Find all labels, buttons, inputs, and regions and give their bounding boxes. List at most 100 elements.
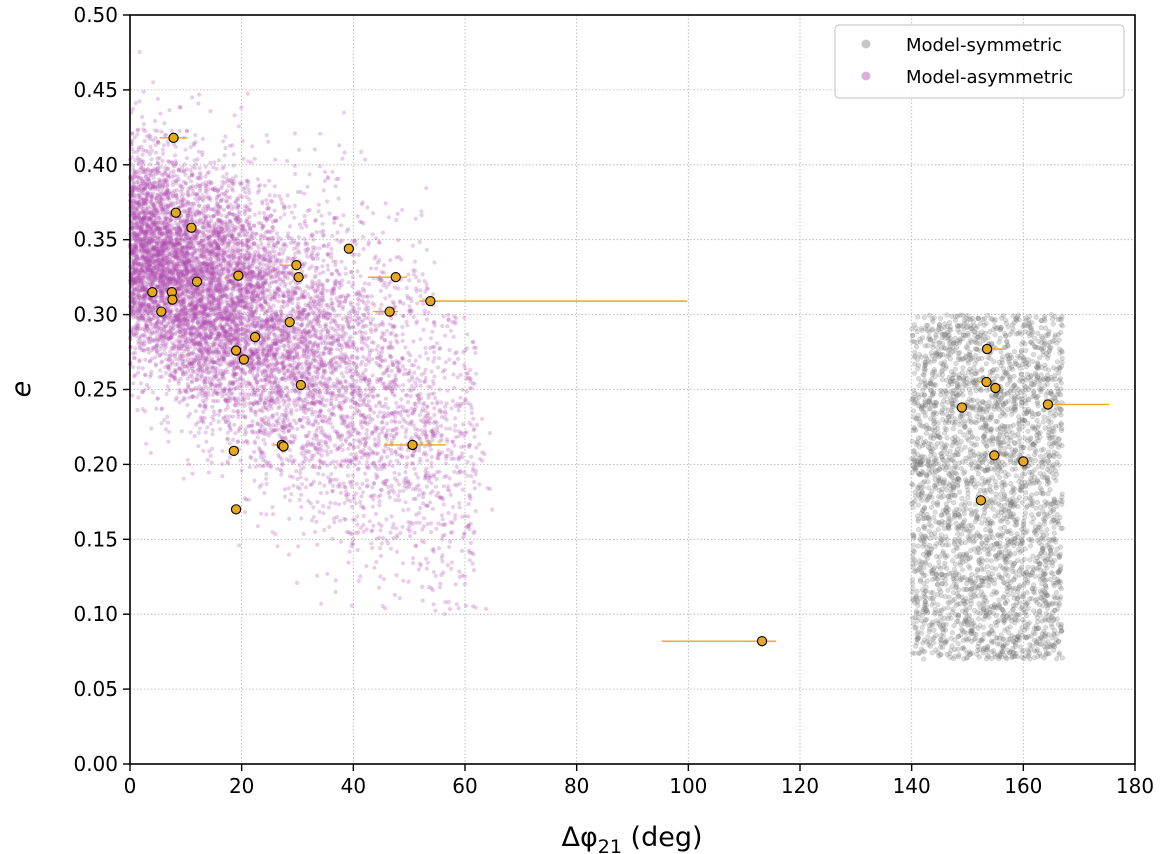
point-model-symmetric bbox=[946, 481, 952, 487]
point-model-symmetric bbox=[911, 549, 918, 555]
point-model-symmetric bbox=[1041, 376, 1047, 383]
point-model-asymmetric bbox=[374, 559, 379, 565]
point-model-symmetric bbox=[922, 343, 928, 349]
point-model-symmetric bbox=[1001, 507, 1007, 513]
point-model-symmetric bbox=[1027, 596, 1033, 602]
point-model-symmetric bbox=[924, 355, 930, 361]
point-model-symmetric bbox=[1020, 388, 1026, 394]
point-model-asymmetric bbox=[378, 574, 383, 579]
point-model-symmetric bbox=[1049, 392, 1055, 398]
point-model-symmetric bbox=[935, 499, 941, 505]
point-model-symmetric bbox=[1049, 559, 1056, 566]
point-model-symmetric bbox=[1018, 371, 1024, 377]
point-model-symmetric bbox=[953, 520, 959, 526]
point-model-symmetric bbox=[1047, 576, 1053, 582]
point-model-symmetric bbox=[976, 601, 982, 607]
point-model-symmetric bbox=[942, 425, 948, 431]
point-model-symmetric bbox=[1051, 524, 1057, 530]
point-model-symmetric bbox=[980, 558, 986, 564]
point-model-symmetric bbox=[1046, 612, 1052, 618]
point-model-symmetric bbox=[1034, 596, 1040, 602]
point-model-symmetric bbox=[1040, 516, 1046, 522]
point-model-symmetric bbox=[1002, 446, 1008, 452]
point-model-symmetric bbox=[1010, 326, 1016, 332]
point-model-symmetric bbox=[990, 506, 996, 512]
point-model-symmetric bbox=[1022, 634, 1028, 640]
point-model-symmetric bbox=[1031, 392, 1037, 399]
point-model-symmetric bbox=[1007, 636, 1013, 642]
point-model-asymmetric bbox=[355, 302, 360, 307]
point-model-symmetric bbox=[1023, 504, 1029, 510]
point-model-symmetric bbox=[939, 575, 945, 581]
point-model-symmetric bbox=[914, 439, 920, 445]
point-model-symmetric bbox=[1011, 460, 1017, 466]
point-model-symmetric bbox=[1058, 624, 1064, 630]
point-model-symmetric bbox=[909, 470, 915, 476]
point-model-symmetric bbox=[970, 434, 976, 440]
point-model-symmetric bbox=[943, 388, 949, 394]
point-model-symmetric bbox=[910, 482, 916, 488]
point-model-symmetric bbox=[987, 528, 993, 534]
point-model-symmetric bbox=[909, 589, 915, 595]
point-model-symmetric bbox=[922, 438, 929, 445]
point-model-symmetric bbox=[926, 406, 932, 412]
point-model-symmetric bbox=[988, 558, 994, 564]
point-model-symmetric bbox=[1005, 324, 1011, 330]
point-model-symmetric bbox=[1019, 625, 1025, 631]
point-model-symmetric bbox=[912, 353, 918, 359]
point-model-symmetric bbox=[1004, 407, 1011, 413]
point-model-symmetric bbox=[979, 475, 985, 481]
point-model-symmetric bbox=[1050, 537, 1056, 543]
point-model-symmetric bbox=[1004, 338, 1010, 344]
point-model-symmetric bbox=[993, 482, 999, 489]
point-model-symmetric bbox=[978, 545, 984, 551]
point-model-symmetric bbox=[938, 593, 944, 599]
point-model-asymmetric bbox=[349, 374, 354, 379]
point-model-symmetric bbox=[928, 453, 934, 459]
point-model-symmetric bbox=[917, 578, 923, 584]
point-model-symmetric bbox=[994, 418, 1000, 425]
point-model-symmetric bbox=[930, 622, 936, 628]
point-model-symmetric bbox=[952, 421, 958, 427]
point-model-symmetric bbox=[952, 512, 958, 518]
point-model-symmetric bbox=[1055, 577, 1061, 583]
point-model-symmetric bbox=[1004, 370, 1010, 376]
point-model-asymmetric bbox=[315, 573, 320, 578]
point-model-symmetric bbox=[955, 350, 961, 356]
point-model-symmetric bbox=[1059, 323, 1065, 329]
point-model-asymmetric bbox=[316, 202, 321, 207]
point-model-symmetric bbox=[926, 515, 932, 521]
point-model-symmetric bbox=[1017, 378, 1023, 384]
point-model-symmetric bbox=[928, 416, 934, 422]
point-model-symmetric bbox=[926, 399, 932, 405]
point-model-symmetric bbox=[947, 517, 954, 523]
point-model-symmetric bbox=[960, 519, 966, 525]
point-model-symmetric bbox=[1015, 420, 1021, 426]
point-model-symmetric bbox=[972, 371, 978, 377]
point-model-symmetric bbox=[986, 551, 992, 557]
point-model-symmetric bbox=[1027, 656, 1033, 662]
point-model-symmetric bbox=[1019, 499, 1025, 506]
point-model-symmetric bbox=[1029, 519, 1035, 525]
point-model-symmetric bbox=[930, 436, 937, 442]
point-model-symmetric bbox=[966, 500, 973, 507]
point-model-symmetric bbox=[976, 532, 982, 538]
point-model-asymmetric bbox=[431, 602, 436, 607]
point-model-symmetric bbox=[912, 625, 918, 631]
point-model-symmetric bbox=[944, 377, 950, 383]
point-model-asymmetric bbox=[429, 530, 434, 535]
point-model-symmetric bbox=[968, 630, 974, 636]
point-model-symmetric bbox=[997, 651, 1003, 657]
point-model-asymmetric bbox=[364, 431, 369, 437]
point-model-symmetric bbox=[959, 531, 965, 537]
point-model-symmetric bbox=[1028, 456, 1034, 462]
point-model-symmetric bbox=[1045, 592, 1051, 598]
point-model-symmetric bbox=[993, 393, 999, 399]
point-model-symmetric bbox=[1030, 351, 1037, 358]
point-model-symmetric bbox=[966, 613, 972, 619]
point-model-symmetric bbox=[1043, 650, 1049, 656]
point-model-asymmetric bbox=[339, 259, 344, 264]
point-model-symmetric bbox=[1059, 525, 1065, 531]
point-model-symmetric bbox=[1015, 634, 1021, 640]
point-model-asymmetric bbox=[397, 489, 402, 494]
